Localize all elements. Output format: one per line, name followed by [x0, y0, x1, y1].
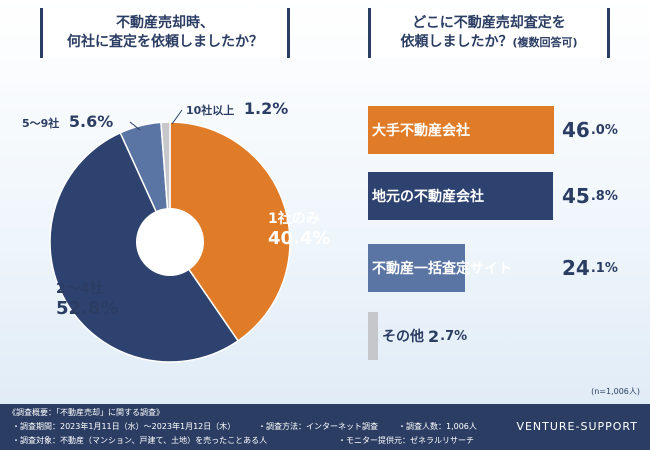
question-1-line1: 不動産売却時、	[116, 15, 214, 31]
survey-target: ・調査対象：不動産（マンション、戸建て、土地）を売ったことある人	[12, 436, 268, 445]
bar-2	[368, 172, 553, 220]
pie-chart	[49, 121, 291, 363]
bar-2-value: 45.8%	[562, 172, 618, 220]
pie-slice-3-label: 5〜9社	[22, 117, 60, 130]
bar-1-label: 大手不動産会社	[372, 123, 470, 139]
pie-label-2: 2〜4社 52.8%	[56, 278, 118, 319]
sample-size-note: (n=1,006人)	[591, 387, 640, 396]
bar-2-label: 地元の不動産会社	[372, 189, 484, 205]
survey-provider: ・モニター提供元：ゼネラルリサーチ	[338, 436, 474, 445]
survey-count: ・調査人数：1,006人	[398, 422, 477, 431]
brand-logo-text: VENTURE-SUPPORT	[516, 420, 638, 433]
pie-center-hole	[136, 208, 204, 276]
pie-slice-3-value: 5.6%	[68, 112, 114, 131]
pie-slice-4-label: 10社以上	[186, 104, 235, 117]
bar-4-label: その他	[382, 329, 424, 345]
bar-1-value: 46.0%	[562, 106, 618, 154]
question-2-line2: 依頼しましたか？	[400, 34, 513, 50]
pie-slice-1-label: 1社のみ	[268, 211, 320, 227]
pie-slice-4-value: 1.2%	[243, 99, 289, 118]
bar-3-value-int: 24	[562, 256, 590, 280]
survey-method: ・調査方法：インターネット調査	[258, 422, 378, 431]
bar-4-value: 2.7%	[428, 312, 467, 360]
pie-slice-1-value: 40.4%	[268, 228, 331, 249]
bar-1-value-dec: .0%	[590, 122, 618, 138]
question-2-note: (複数回答可)	[512, 36, 578, 49]
bar-4	[368, 312, 378, 360]
bar-1-value-int: 46	[562, 118, 590, 142]
bar-1	[368, 106, 554, 154]
pie-slice-2-label: 2〜4社	[56, 281, 104, 297]
bar-3-value: 24.1%	[562, 244, 618, 292]
bar-4-value-dec: .7%	[440, 328, 468, 344]
pie-label-4: 10社以上 1.2%	[186, 99, 288, 118]
question-1-header: 不動産売却時、 何社に査定を依頼しましたか？	[40, 8, 290, 58]
bar-3	[368, 244, 465, 292]
bar-2-value-dec: .8%	[590, 188, 618, 204]
question-2-header: どこに不動産売却査定を 依頼しましたか？(複数回答可)	[368, 8, 610, 58]
pie-label-1: 1社のみ 40.4%	[268, 208, 330, 249]
bar-3-label: 不動産一括査定サイト	[372, 261, 512, 277]
pie-slice-1	[169, 121, 291, 342]
pie-label-3: 5〜9社 5.6%	[22, 112, 113, 131]
survey-period: ・調査期間：2023年1月11日（水）〜2023年1月12日（木）	[12, 422, 236, 431]
question-2-line1: どこに不動産売却査定を	[412, 15, 566, 31]
bar-2-value-int: 45	[562, 184, 590, 208]
bar-4-value-int: 2	[428, 326, 440, 346]
pie-slice-2-value: 52.8%	[56, 298, 119, 319]
bar-3-value-dec: .1%	[590, 260, 618, 276]
survey-overview: 《調査概要：「不動産売却」に関する調査》	[8, 408, 164, 417]
footer: 《調査概要：「不動産売却」に関する調査》 ・調査期間：2023年1月11日（水）…	[0, 404, 650, 450]
question-1-line2: 何社に査定を依頼しましたか？	[67, 34, 263, 50]
